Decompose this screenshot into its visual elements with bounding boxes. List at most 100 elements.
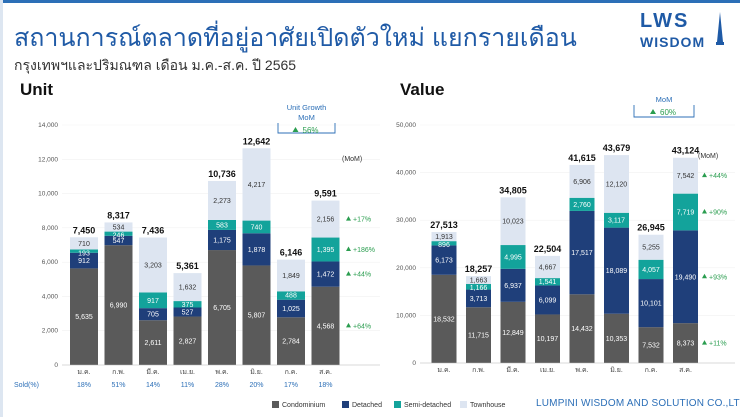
segment-value-label: 11,715 [468, 333, 489, 340]
y-tick-label: 50,000 [396, 122, 416, 129]
bar-segment-condominium [277, 317, 305, 365]
segment-value-label: 10,197 [537, 336, 559, 343]
bar-total-label: 6,146 [280, 248, 303, 258]
legend-item-semi-detached: Semi-detached [394, 401, 451, 409]
segment-value-label: 583 [216, 222, 228, 229]
bar-segment-semi-detached [673, 193, 698, 231]
bar-total-label: 22,504 [534, 244, 562, 254]
chart-legend: Condominium Detached Semi-detached Townh… [272, 401, 522, 413]
logo-tower-icon [716, 12, 724, 45]
bar-segment-semi-detached [466, 284, 491, 290]
growth-box-title: Unit Growth [287, 103, 327, 112]
bar-segment-townhouse [466, 276, 491, 285]
bar-total-label: 43,679 [603, 143, 631, 153]
bar-segment-condominium [638, 327, 664, 363]
growth-up-icon [292, 127, 299, 132]
segment-value-label: 375 [182, 302, 194, 309]
segment-value-label: 2,827 [179, 338, 197, 345]
growth-up-icon [650, 109, 656, 114]
bar-segment-semi-detached [638, 259, 664, 280]
mom-growth-label: +44% [353, 272, 371, 279]
value-chart-heading: Value [400, 80, 445, 99]
segment-value-label: 1,395 [317, 247, 335, 254]
bar-segment-condominium [173, 316, 202, 365]
legend-item-condominium: Condominium [272, 401, 325, 409]
segment-value-label: 19,490 [675, 274, 697, 281]
bar-segment-condominium [208, 250, 236, 365]
y-tick-label: 20,000 [396, 265, 416, 272]
segment-value-label: 1,878 [248, 247, 266, 254]
segment-value-label: 7,719 [677, 210, 695, 217]
growth-box-value: 56% [303, 126, 319, 135]
mom-growth-label: +90% [709, 210, 727, 217]
bar-segment-detached [208, 229, 236, 251]
bar-segment-condominium [569, 294, 595, 363]
segment-value-label: 740 [251, 224, 263, 231]
mom-growth-label: +93% [709, 274, 727, 281]
mom-header-label: (MoM) [342, 156, 362, 163]
category-label: มี.ค. [146, 368, 159, 376]
company-footer: LUMPINI WISDOM AND SOLUTION CO.,LTD. [536, 398, 740, 409]
bar-segment-detached [535, 285, 560, 315]
category-label: มิ.ย. [610, 366, 623, 374]
bar-segment-townhouse [638, 234, 664, 260]
segment-value-label: 4,217 [248, 182, 266, 189]
mom-growth-label: +17% [353, 217, 371, 224]
growth-box-subtitle: MoM [298, 113, 315, 122]
category-label: ส.ค. [319, 369, 332, 376]
bar-total-label: 34,805 [499, 185, 527, 195]
bar-segment-semi-detached [500, 245, 526, 269]
segment-value-label: 1,632 [179, 285, 197, 292]
segment-value-label: 14,432 [571, 326, 593, 333]
segment-value-label: 10,023 [502, 219, 524, 226]
bar-segment-condominium [604, 313, 629, 363]
y-tick-label: 10,000 [38, 191, 58, 198]
segment-value-label: 912 [78, 258, 90, 265]
segment-value-label: 18,089 [606, 268, 628, 275]
bar-segment-detached [311, 261, 340, 287]
bar-segment-townhouse [70, 237, 98, 250]
bar-segment-condominium [673, 323, 698, 363]
bar-segment-semi-detached [311, 237, 340, 262]
growth-up-icon [346, 271, 351, 276]
mom-growth-label: +44% [709, 173, 727, 180]
segment-value-label: 4,057 [642, 267, 660, 274]
bar-segment-townhouse [104, 222, 133, 232]
value-chart: 0 10,000 20,000 30,000 40,000 50,000 18,532 6,1… [396, 95, 735, 374]
bar-segment-semi-detached [569, 197, 595, 211]
segment-value-label: 1,025 [282, 306, 300, 313]
segment-value-label: 4,568 [317, 323, 335, 330]
segment-value-label: 6,099 [539, 297, 557, 304]
segment-value-label: 3,713 [470, 296, 488, 303]
segment-value-label: 488 [285, 292, 297, 299]
segment-value-label: 1,166 [470, 285, 488, 292]
segment-value-label: 705 [147, 312, 159, 319]
growth-up-icon [346, 216, 351, 221]
segment-value-label: 2,760 [573, 202, 591, 209]
bar-segment-detached [104, 235, 133, 246]
legend-item-detached: Detached [342, 401, 382, 409]
sold-percent-label: 51% [111, 382, 125, 389]
category-label: ก.พ. [112, 369, 125, 376]
sold-percent-label: 20% [249, 382, 263, 389]
segment-value-label: 10,101 [640, 301, 662, 308]
bar-total-label: 12,642 [243, 136, 271, 146]
bar-segment-condominium [466, 307, 491, 363]
growth-up-icon [702, 209, 707, 214]
segment-value-label: 12,849 [502, 330, 524, 337]
bar-segment-townhouse [500, 197, 526, 246]
bar-total-label: 7,436 [142, 226, 165, 236]
segment-value-label: 917 [147, 298, 159, 305]
bar-segment-semi-detached [139, 292, 167, 309]
segment-value-label: 2,156 [317, 217, 335, 224]
bar-segment-detached [638, 279, 664, 328]
bar-total-label: 26,945 [637, 223, 665, 233]
y-tick-label: 10,000 [396, 312, 416, 319]
bar-segment-townhouse [242, 148, 271, 221]
growth-up-icon [702, 340, 707, 345]
bar-segment-semi-detached [431, 241, 457, 246]
y-tick-label: 30,000 [396, 217, 416, 224]
bar-total-label: 8,317 [107, 210, 130, 220]
y-tick-label: 8,000 [42, 225, 59, 232]
bar-segment-townhouse [208, 180, 236, 220]
